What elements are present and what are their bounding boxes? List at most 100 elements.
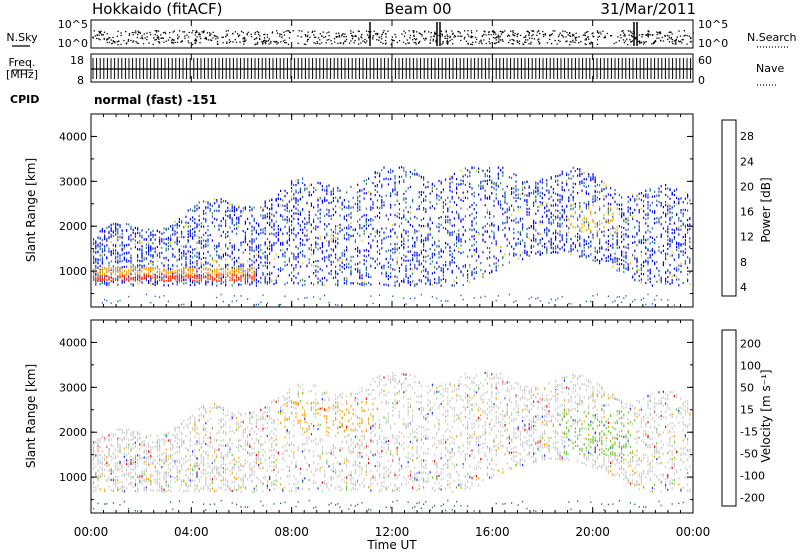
- heatmap-cell: [343, 199, 345, 202]
- noise-sample: [338, 34, 340, 37]
- noise-sample: [195, 40, 197, 42]
- heatmap-cell: [332, 199, 334, 202]
- heatmap-cell: [546, 242, 548, 245]
- heatmap-cell: [251, 275, 253, 278]
- heatmap-cell: [445, 218, 447, 221]
- heatmap-cell: [456, 265, 458, 268]
- heatmap-cell: [295, 189, 297, 192]
- heatmap-cell: [482, 238, 484, 241]
- heatmap-cell: [181, 271, 183, 274]
- heatmap-cell: [249, 209, 251, 212]
- heatmap-cell: [148, 275, 150, 278]
- heatmap-cell: [291, 271, 293, 274]
- heatmap-cell: [420, 250, 422, 253]
- heatmap-cell: [255, 259, 257, 262]
- heatmap-cell: [442, 277, 444, 280]
- heatmap-cell: [172, 271, 174, 275]
- noise-sample: [354, 40, 356, 42]
- heatmap-cell: [581, 230, 583, 233]
- heatmap-cell: [143, 272, 145, 275]
- heatmap-cell: [260, 257, 262, 260]
- heatmap-cell: [359, 189, 361, 192]
- heatmap-cell: [396, 259, 398, 262]
- heatmap-cell: [218, 224, 220, 227]
- heatmap-cell: [418, 254, 420, 257]
- heatmap-cell: [288, 237, 290, 240]
- noise-sample: [528, 34, 530, 37]
- noise-sample: [125, 43, 127, 45]
- noise-sample: [501, 39, 504, 41]
- heatmap-cell: [436, 197, 438, 200]
- heatmap-cell: [368, 235, 370, 238]
- heatmap-cell: [150, 238, 152, 242]
- heatmap-cell: [306, 201, 308, 205]
- noise-sample: [496, 42, 498, 44]
- heatmap-cell: [207, 202, 209, 205]
- heatmap-cell: [341, 201, 343, 204]
- heatmap-cell: [337, 258, 339, 261]
- noise-sample: [351, 34, 353, 37]
- heatmap-cell: [229, 216, 231, 219]
- noise-sample: [430, 36, 432, 38]
- heatmap-cell: [236, 216, 238, 219]
- noise-sample: [377, 33, 379, 35]
- noise-sample: [471, 43, 474, 46]
- heatmap-cell: [253, 238, 255, 241]
- heatmap-cell: [99, 254, 101, 257]
- heatmap-cell: [104, 245, 106, 248]
- noise-sample: [253, 38, 256, 40]
- heatmap-cell: [583, 243, 585, 246]
- heatmap-cell: [568, 227, 570, 230]
- heatmap-cell: [112, 278, 114, 281]
- heatmap-cell: [295, 212, 297, 215]
- heatmap-cell: [585, 218, 587, 221]
- heatmap-cell: [130, 239, 132, 242]
- heatmap-cell: [211, 282, 213, 285]
- noise-sample: [580, 40, 582, 43]
- noise-sample: [621, 30, 623, 32]
- noise-sample: [523, 36, 525, 38]
- heatmap-cell: [207, 274, 209, 277]
- heatmap-cell: [104, 281, 106, 284]
- noise-sample: [483, 33, 485, 35]
- noise-sample: [279, 35, 281, 37]
- heatmap-cell: [317, 270, 319, 273]
- heatmap-cell: [308, 191, 310, 194]
- heatmap-cell: [99, 230, 101, 233]
- heatmap-cell: [319, 238, 321, 241]
- heatmap-cell: [495, 299, 497, 302]
- heatmap-cell: [429, 279, 431, 282]
- heatmap-cell: [192, 237, 194, 240]
- heatmap-cell: [214, 198, 216, 201]
- noise-sample: [99, 31, 101, 33]
- heatmap-cell: [491, 269, 493, 272]
- heatmap-cell: [440, 284, 442, 287]
- heatmap-cell: [456, 186, 458, 189]
- heatmap-cell: [451, 269, 453, 272]
- heatmap-cell: [282, 199, 284, 202]
- heatmap-cell: [557, 297, 559, 300]
- noise-sample: [596, 43, 598, 45]
- heatmap-cell: [370, 244, 372, 247]
- heatmap-cell: [172, 233, 174, 236]
- heatmap-cell: [130, 261, 132, 264]
- heatmap-cell: [458, 233, 460, 236]
- heatmap-cell: [566, 234, 568, 237]
- heatmap-cell: [365, 268, 367, 271]
- noise-sample: [191, 32, 193, 34]
- heatmap-cell: [489, 235, 491, 238]
- noise-sample: [313, 34, 315, 36]
- heatmap-cell: [253, 256, 255, 259]
- heatmap-cell: [568, 231, 570, 234]
- heatmap-cell: [515, 185, 517, 188]
- heatmap-cell: [354, 202, 356, 206]
- heatmap-cell: [306, 232, 308, 235]
- heatmap-cell: [559, 198, 561, 201]
- heatmap-cell: [178, 224, 180, 227]
- heatmap-cell: [335, 245, 337, 248]
- heatmap-cell: [117, 232, 119, 235]
- heatmap-cell: [110, 253, 112, 256]
- heatmap-cell: [511, 213, 513, 216]
- heatmap-cell: [574, 182, 576, 186]
- heatmap-cell: [253, 220, 255, 223]
